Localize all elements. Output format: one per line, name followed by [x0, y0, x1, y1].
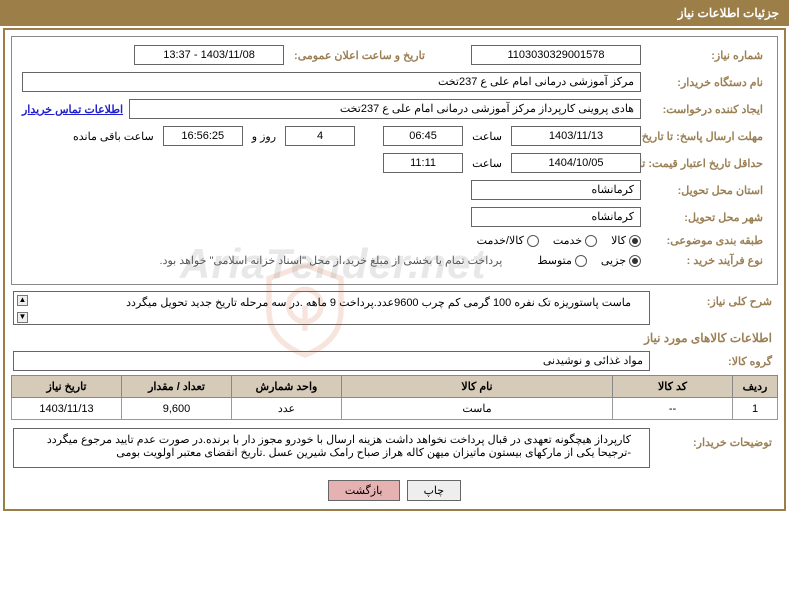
- td-code: --: [613, 398, 733, 420]
- need-desc-text: ماست پاستوریزه تک نفره 100 گرمی کم چرب 9…: [126, 297, 631, 309]
- province-value: کرمانشاه: [471, 180, 641, 200]
- category-opt-0[interactable]: کالا: [611, 234, 641, 247]
- purchase-opt-1[interactable]: متوسط: [537, 254, 587, 267]
- row-category: طبقه بندی موضوعی: کالا خدمت کالا/خدمت: [22, 234, 767, 247]
- announce-date-value: 1403/11/08 - 13:37: [134, 45, 284, 65]
- purchase-opt-1-label: متوسط: [537, 254, 572, 267]
- td-idx: 1: [733, 398, 778, 420]
- buyer-notes-text: کارپرداز هیچگونه تعهدی در قبال پرداخت نخ…: [47, 434, 631, 459]
- purchase-type-label: نوع فرآیند خرید :: [647, 254, 767, 267]
- table-row: 1 -- ماست عدد 9,600 1403/11/13: [12, 398, 778, 420]
- category-opt-0-label: کالا: [611, 234, 626, 247]
- validity-label: حداقل تاریخ اعتبار قیمت: تا تاریخ:: [647, 157, 767, 170]
- buyer-org-label: نام دستگاه خریدار:: [647, 76, 767, 89]
- td-date: 1403/11/13: [12, 398, 122, 420]
- td-unit: عدد: [232, 398, 342, 420]
- header-title: جزئیات اطلاعات نیاز: [678, 6, 779, 20]
- goods-group-value: مواد غذائی و نوشیدنی: [13, 351, 650, 371]
- page-header: جزئیات اطلاعات نیاز: [0, 0, 789, 26]
- deadline-remain-label: ساعت باقی مانده: [70, 130, 157, 143]
- arrow-down-icon[interactable]: ▼: [17, 312, 28, 323]
- deadline-label: مهلت ارسال پاسخ: تا تاریخ:: [647, 130, 767, 143]
- items-table: ردیف کد کالا نام کالا واحد شمارش تعداد /…: [11, 375, 778, 420]
- print-button[interactable]: چاپ: [407, 480, 462, 501]
- th-qty: تعداد / مقدار: [122, 376, 232, 398]
- deadline-days: 4: [285, 126, 355, 146]
- row-city: شهر محل تحویل: کرمانشاه: [22, 207, 767, 227]
- deadline-days-suffix: روز و: [249, 130, 279, 143]
- need-desc-label: شرح کلی نیاز:: [656, 291, 776, 308]
- row-buyer-org: نام دستگاه خریدار: مرکز آموزشی درمانی ام…: [22, 72, 767, 92]
- deadline-time: 06:45: [383, 126, 463, 146]
- category-label: طبقه بندی موضوعی:: [647, 234, 767, 247]
- need-number-label: شماره نیاز:: [647, 49, 767, 62]
- row-province: استان محل تحویل: کرمانشاه: [22, 180, 767, 200]
- textarea-arrows: ▲ ▼: [17, 295, 28, 323]
- table-header-row: ردیف کد کالا نام کالا واحد شمارش تعداد /…: [12, 376, 778, 398]
- purchase-opt-0-label: جزیی: [601, 254, 626, 267]
- back-button[interactable]: بازگشت: [328, 480, 400, 501]
- radio-icon: [527, 235, 539, 247]
- buyer-notes-label: توضیحات خریدار:: [656, 428, 776, 449]
- th-code: کد کالا: [613, 376, 733, 398]
- goods-group-label: گروه کالا:: [656, 355, 776, 368]
- category-opt-1[interactable]: خدمت: [553, 234, 597, 247]
- validity-time-label: ساعت: [469, 157, 505, 170]
- radio-icon: [575, 255, 587, 267]
- validity-date: 1404/10/05: [511, 153, 641, 173]
- th-idx: ردیف: [733, 376, 778, 398]
- need-number-value: 1103030329001578: [471, 45, 641, 65]
- row-need-number: شماره نیاز: 1103030329001578 تاریخ و ساع…: [22, 45, 767, 65]
- details-box: شماره نیاز: 1103030329001578 تاریخ و ساع…: [11, 36, 778, 285]
- announce-date-label: تاریخ و ساعت اعلان عمومی:: [290, 49, 429, 62]
- validity-time: 11:11: [383, 153, 463, 173]
- deadline-countdown: 16:56:25: [163, 126, 243, 146]
- buyer-org-value: مرکز آموزشی درمانی امام علی ع 237تخت: [22, 72, 641, 92]
- arrow-up-icon[interactable]: ▲: [17, 295, 28, 306]
- row-need-desc: شرح کلی نیاز: ماست پاستوریزه تک نفره 100…: [13, 291, 776, 325]
- row-requester: ایجاد کننده درخواست: هادی پروینی کارپردا…: [22, 99, 767, 119]
- row-deadline: مهلت ارسال پاسخ: تا تاریخ: 1403/11/13 سا…: [22, 126, 767, 146]
- button-row: چاپ بازگشت: [11, 472, 778, 503]
- purchase-opt-0[interactable]: جزیی: [601, 254, 641, 267]
- category-radio-group: کالا خدمت کالا/خدمت: [477, 234, 641, 247]
- contact-link[interactable]: اطلاعات تماس خریدار: [22, 103, 123, 116]
- td-name: ماست: [342, 398, 613, 420]
- requester-label: ایجاد کننده درخواست:: [647, 103, 767, 116]
- row-purchase-type: نوع فرآیند خرید : جزیی متوسط پرداخت تمام…: [22, 254, 767, 267]
- city-label: شهر محل تحویل:: [647, 211, 767, 224]
- province-label: استان محل تحویل:: [647, 184, 767, 197]
- row-buyer-notes: توضیحات خریدار: کارپرداز هیچگونه تعهدی د…: [13, 428, 776, 468]
- deadline-date: 1403/11/13: [511, 126, 641, 146]
- radio-icon: [629, 255, 641, 267]
- radio-icon: [629, 235, 641, 247]
- city-value: کرمانشاه: [471, 207, 641, 227]
- row-goods-group: گروه کالا: مواد غذائی و نوشیدنی: [13, 351, 776, 371]
- requester-value: هادی پروینی کارپرداز مرکز آموزشی درمانی …: [129, 99, 641, 119]
- need-desc-box[interactable]: ماست پاستوریزه تک نفره 100 گرمی کم چرب 9…: [13, 291, 650, 325]
- radio-icon: [585, 235, 597, 247]
- category-opt-2-label: کالا/خدمت: [477, 234, 524, 247]
- th-unit: واحد شمارش: [232, 376, 342, 398]
- row-validity: حداقل تاریخ اعتبار قیمت: تا تاریخ: 1404/…: [22, 153, 767, 173]
- items-section-title: اطلاعات کالاهای مورد نیاز: [11, 331, 772, 345]
- buyer-notes-box[interactable]: کارپرداز هیچگونه تعهدی در قبال پرداخت نخ…: [13, 428, 650, 468]
- main-frame: شماره نیاز: 1103030329001578 تاریخ و ساع…: [3, 28, 786, 511]
- deadline-time-label: ساعت: [469, 130, 505, 143]
- purchase-type-note: پرداخت تمام یا بخشی از مبلغ خرید،از محل …: [157, 254, 506, 267]
- th-date: تاریخ نیاز: [12, 376, 122, 398]
- purchase-type-radio-group: جزیی متوسط: [537, 254, 641, 267]
- th-name: نام کالا: [342, 376, 613, 398]
- category-opt-2[interactable]: کالا/خدمت: [477, 234, 539, 247]
- td-qty: 9,600: [122, 398, 232, 420]
- category-opt-1-label: خدمت: [553, 234, 582, 247]
